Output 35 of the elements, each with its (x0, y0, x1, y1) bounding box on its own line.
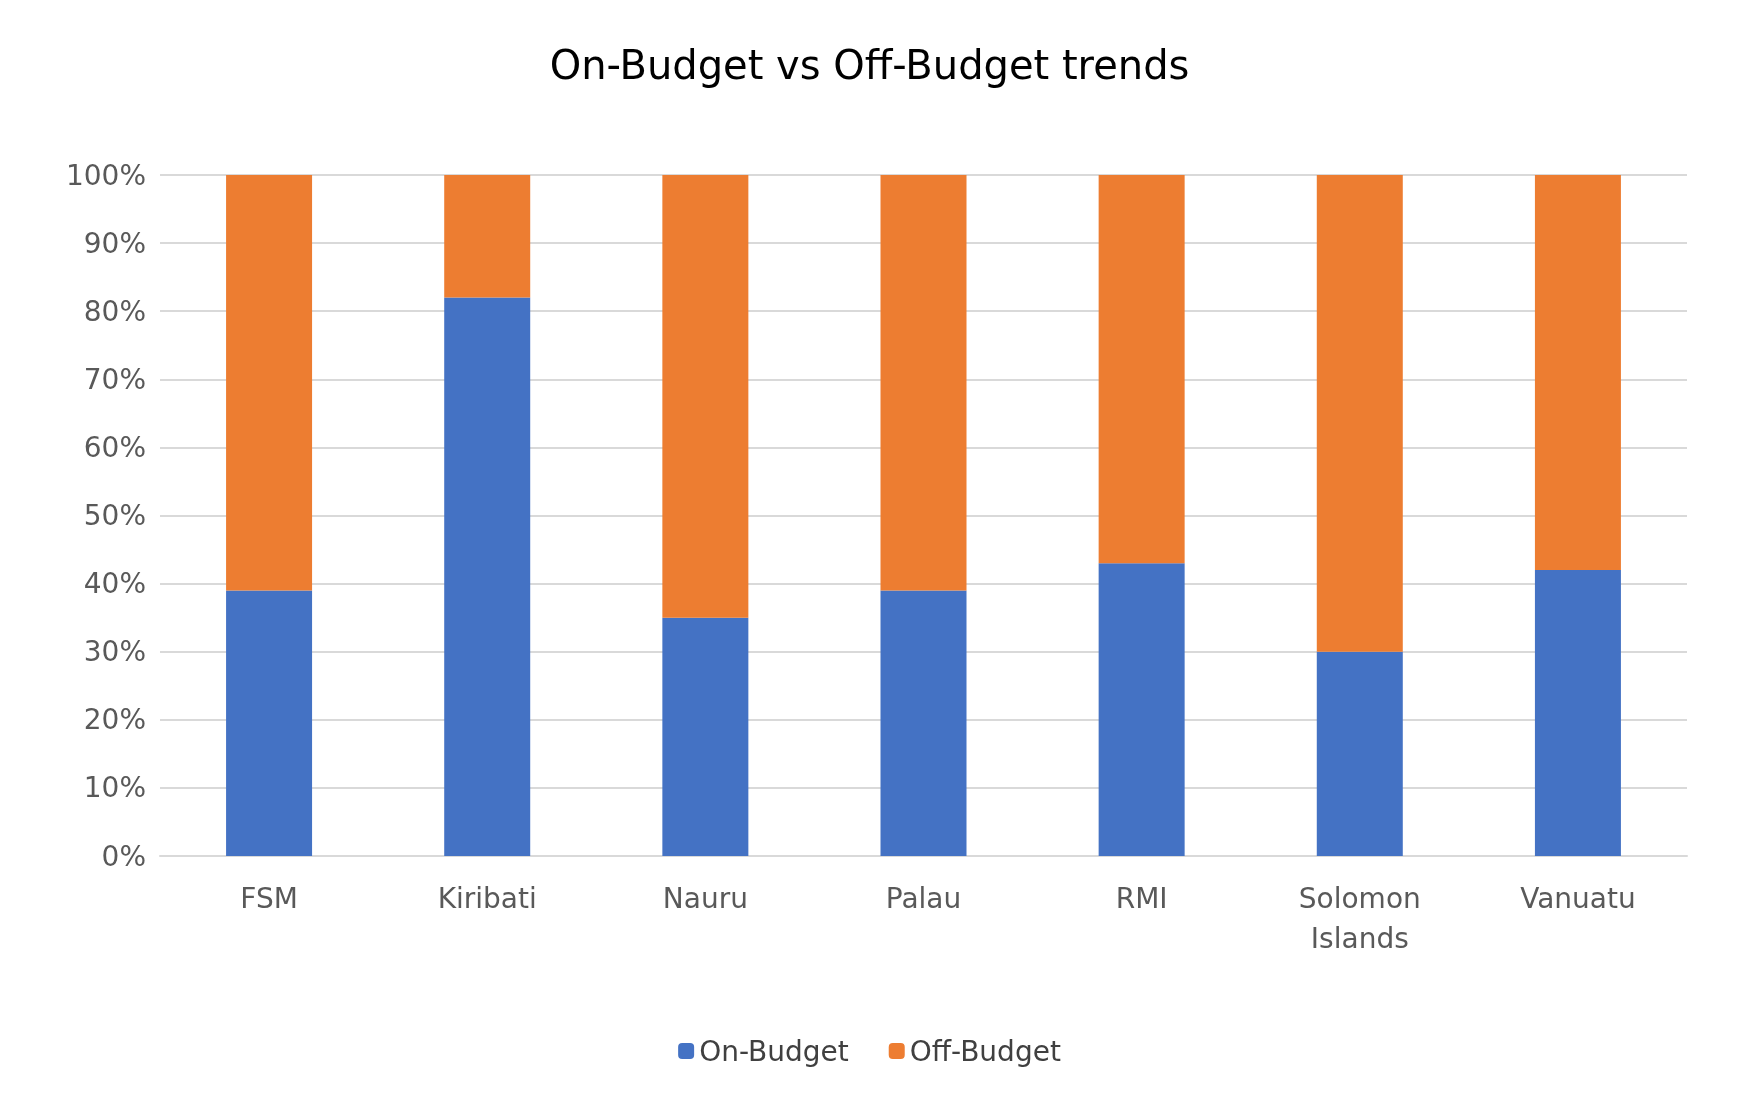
y-tick-label: 70% (83, 362, 146, 396)
x-tick-label: Nauru (662, 881, 748, 915)
x-tick-label: RMI (1115, 881, 1168, 915)
bar (880, 175, 967, 591)
bar (1098, 563, 1185, 856)
legend-label: Off-Budget (909, 1034, 1061, 1068)
bar (1098, 175, 1185, 564)
x-tick-label: Vanuatu (1520, 881, 1636, 915)
x-tick-label: FSM (240, 881, 298, 915)
bar (662, 617, 749, 856)
bar (226, 590, 313, 856)
y-tick-label: 0% (101, 839, 146, 873)
bar (444, 297, 531, 856)
bar (1316, 651, 1403, 856)
x-tick-label: Kiribati (437, 881, 537, 915)
bar (1534, 175, 1621, 570)
y-tick-label: 80% (83, 294, 146, 328)
y-tick-label: 50% (83, 499, 146, 532)
bar (662, 175, 749, 618)
bar (880, 590, 967, 856)
y-tick-label: 60% (83, 430, 146, 464)
chart-title: On-Budget vs Off-Budget trends (549, 42, 1190, 88)
bar (1534, 569, 1621, 856)
legend-label: On-Budget (699, 1034, 849, 1068)
bar (226, 175, 313, 591)
y-tick-label: 90% (83, 226, 146, 260)
y-tick-label: 30% (83, 635, 146, 669)
x-tick-label: Solomon Islands (1298, 881, 1421, 955)
y-tick-label: 20% (83, 703, 146, 737)
bar (1316, 175, 1403, 652)
y-tick-label: 10% (83, 771, 146, 805)
x-tick-label: Palau (885, 881, 962, 915)
y-tick-label: 40% (83, 567, 146, 601)
bar (444, 175, 531, 298)
y-tick-label: 100% (65, 158, 146, 192)
